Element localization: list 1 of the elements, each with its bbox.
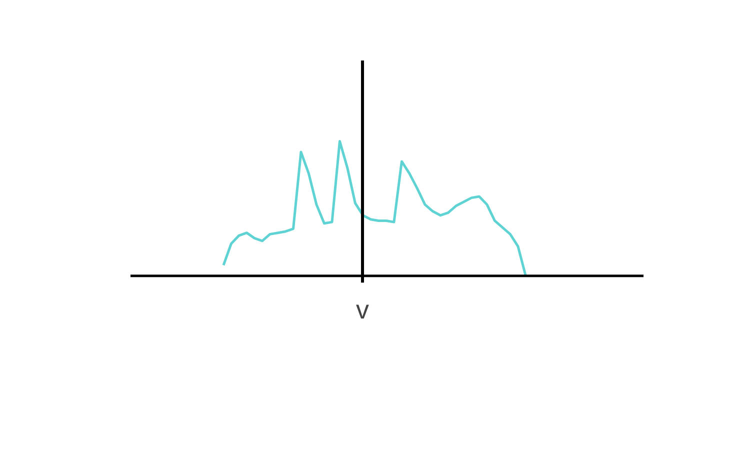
text: v [356, 294, 370, 325]
